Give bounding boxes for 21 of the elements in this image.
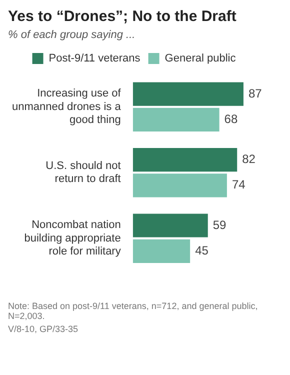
data-label: 74: [232, 178, 246, 192]
bar: [132, 174, 227, 198]
text: V/8-10, GP/33-35: [8, 324, 80, 334]
data-label: 87: [248, 86, 262, 100]
chart-subtitle: % of each group saying ...: [8, 29, 136, 41]
legend-label: Post-9/11 veterans: [48, 52, 141, 65]
data-label: 82: [242, 152, 256, 166]
bar: [132, 108, 220, 132]
bar: [132, 239, 190, 263]
y-tick-label: U.S. should not return to draft: [46, 160, 121, 186]
y-tick-label: Noncombat nation building appropriate role for military: [24, 219, 122, 258]
chart-title: Yes to “Drones”; No to the Draft: [8, 8, 238, 25]
bar: [132, 82, 244, 106]
legend-label: General public: [164, 52, 236, 65]
bar: [132, 214, 208, 238]
bar: [132, 148, 238, 172]
data-label: 45: [195, 243, 209, 258]
text: Note: Based on post-9/11 veterans, n=712, and general public, N=2,003.: [8, 301, 259, 321]
data-label: 68: [224, 112, 238, 126]
y-tick-label: Increasing use of unmanned drones is a good thing: [12, 88, 122, 126]
data-label: 59: [212, 218, 227, 232]
